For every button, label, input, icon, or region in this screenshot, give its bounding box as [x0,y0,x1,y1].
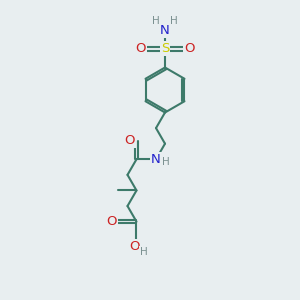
Text: O: O [130,240,140,253]
Text: H: H [140,247,148,256]
Text: N: N [160,24,170,37]
Text: O: O [135,42,146,56]
Text: O: O [124,134,135,147]
Text: O: O [106,215,117,228]
Text: S: S [161,42,169,56]
Text: H: H [152,16,160,26]
Text: H: H [170,16,178,26]
Text: N: N [151,153,161,166]
Text: H: H [162,157,170,167]
Text: O: O [184,42,195,56]
